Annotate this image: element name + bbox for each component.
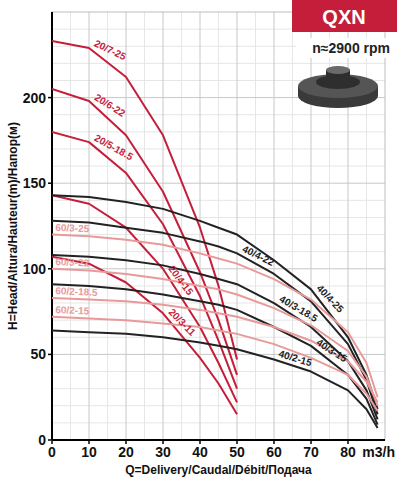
pump-curve [52,195,378,409]
curve-label: 20/5-18.5 [93,132,136,162]
minor-grid-line [52,114,385,115]
minor-grid-line [52,388,385,389]
x-tick-label: 20 [118,444,134,460]
subtitle-bg [296,38,394,58]
minor-grid-line [52,337,385,338]
x-tick-label: 30 [155,444,171,460]
x-tick-label: 40 [192,444,208,460]
curve-label-group: 60/3-22 [55,256,90,269]
pump-curve [52,269,378,406]
pump-curve [52,235,378,398]
background [0,0,397,479]
curve-label-group: 40/3-15 [315,337,350,365]
pump-curve [52,317,378,411]
title-badge [292,0,397,32]
y-axis [51,12,53,440]
pump-curve [52,221,378,414]
curve-label-group: 40/4-22 [241,243,277,268]
minor-grid-line [52,371,385,372]
minor-grid-line [52,422,385,423]
curve-label: 20/4-15 [166,263,195,297]
minor-grid-line [52,131,385,132]
x-tick-label: 10 [81,444,97,460]
grid-line [274,12,275,440]
minor-grid-line [144,12,145,440]
x-axis-title: Q=Delivery/Caudal/Débit/Подача [125,463,312,477]
curve-label: 40/3-15 [315,337,350,365]
grid-line [52,183,385,184]
grid [52,12,385,440]
pump-curve [52,255,378,419]
minor-grid-line [52,148,385,149]
title: QXN [322,6,365,28]
y-axis-title: H=Head/Altura/Hauteur(m)/Напор(м) [6,122,20,330]
curve-label-group: 60/2-15 [55,304,90,317]
minor-grid-line [52,63,385,64]
chart: 0 10 20 30 40 50 60 70 80 0 50 100 150 200 20/7-25 20/6… [0,0,397,479]
minor-grid-line [292,12,293,440]
pump-curve [52,298,378,402]
grid-line [52,440,385,441]
minor-grid-line [255,12,256,440]
curve-label: 60/2-15 [55,304,90,317]
x-axis [52,439,385,441]
minor-grid-line [52,166,385,167]
minor-grid-line [218,12,219,440]
curve-label: 40/3-18.5 [278,293,320,324]
curve-label-group: 60/2-18.5 [55,285,98,298]
x-tick-label: 60 [266,444,282,460]
minor-grid-line [52,200,385,201]
minor-grid-line [52,251,385,252]
plot-frame [52,12,385,440]
pump-curve [52,284,378,424]
y-tick-label: 0 [38,432,46,448]
minor-grid-line [52,234,385,235]
curve-label-group: 40/4-25 [315,282,347,314]
curve-label: 40/2-15 [277,348,313,368]
impeller-icon [298,66,378,108]
curve-label-group: 20/7-25 [93,38,129,63]
series-group [52,41,378,428]
y-tick-label: 50 [30,346,46,362]
x-unit: m3/h [362,444,395,460]
x-tick-label: 0 [48,444,56,460]
pump-curve [52,330,378,428]
curve-label-group: 20/4-15 [166,263,195,297]
minor-grid-line [181,12,182,440]
x-tick-label: 50 [229,444,245,460]
curve-label: 60/2-18.5 [55,285,98,298]
grid-line [52,12,53,440]
curve-label-group: 40/3-18.5 [278,293,320,324]
curve-label-group: 60/3-25 [55,222,90,235]
curve-label: 40/4-22 [241,243,277,268]
icon-part [326,66,350,74]
x-tick-label: 80 [340,444,356,460]
subtitle: n≈2900 rpm [312,40,390,56]
curve-label: 60/3-25 [55,222,90,235]
curve-label: 60/3-22 [55,256,90,269]
x-tick-label: 70 [303,444,319,460]
curve-label-group: 20/3-11 [167,306,199,338]
curve-label: 20/3-11 [167,306,199,338]
curve-label: 20/7-25 [93,38,129,63]
y-tick-label: 200 [23,90,47,106]
grid-line [311,12,312,440]
curve-label: 20/6-22 [93,92,128,120]
grid-line [237,12,238,440]
y-tick-label: 150 [23,175,47,191]
curve-label: 40/4-25 [315,282,347,314]
curve-label-group: 40/2-15 [277,348,313,368]
minor-grid-line [52,405,385,406]
minor-grid-line [52,217,385,218]
curve-label-group: 20/6-22 [93,92,128,120]
y-tick-label: 100 [23,261,47,277]
pump-curve [52,132,237,389]
curve-label-group: 20/5-18.5 [93,132,136,162]
minor-grid [52,12,385,440]
